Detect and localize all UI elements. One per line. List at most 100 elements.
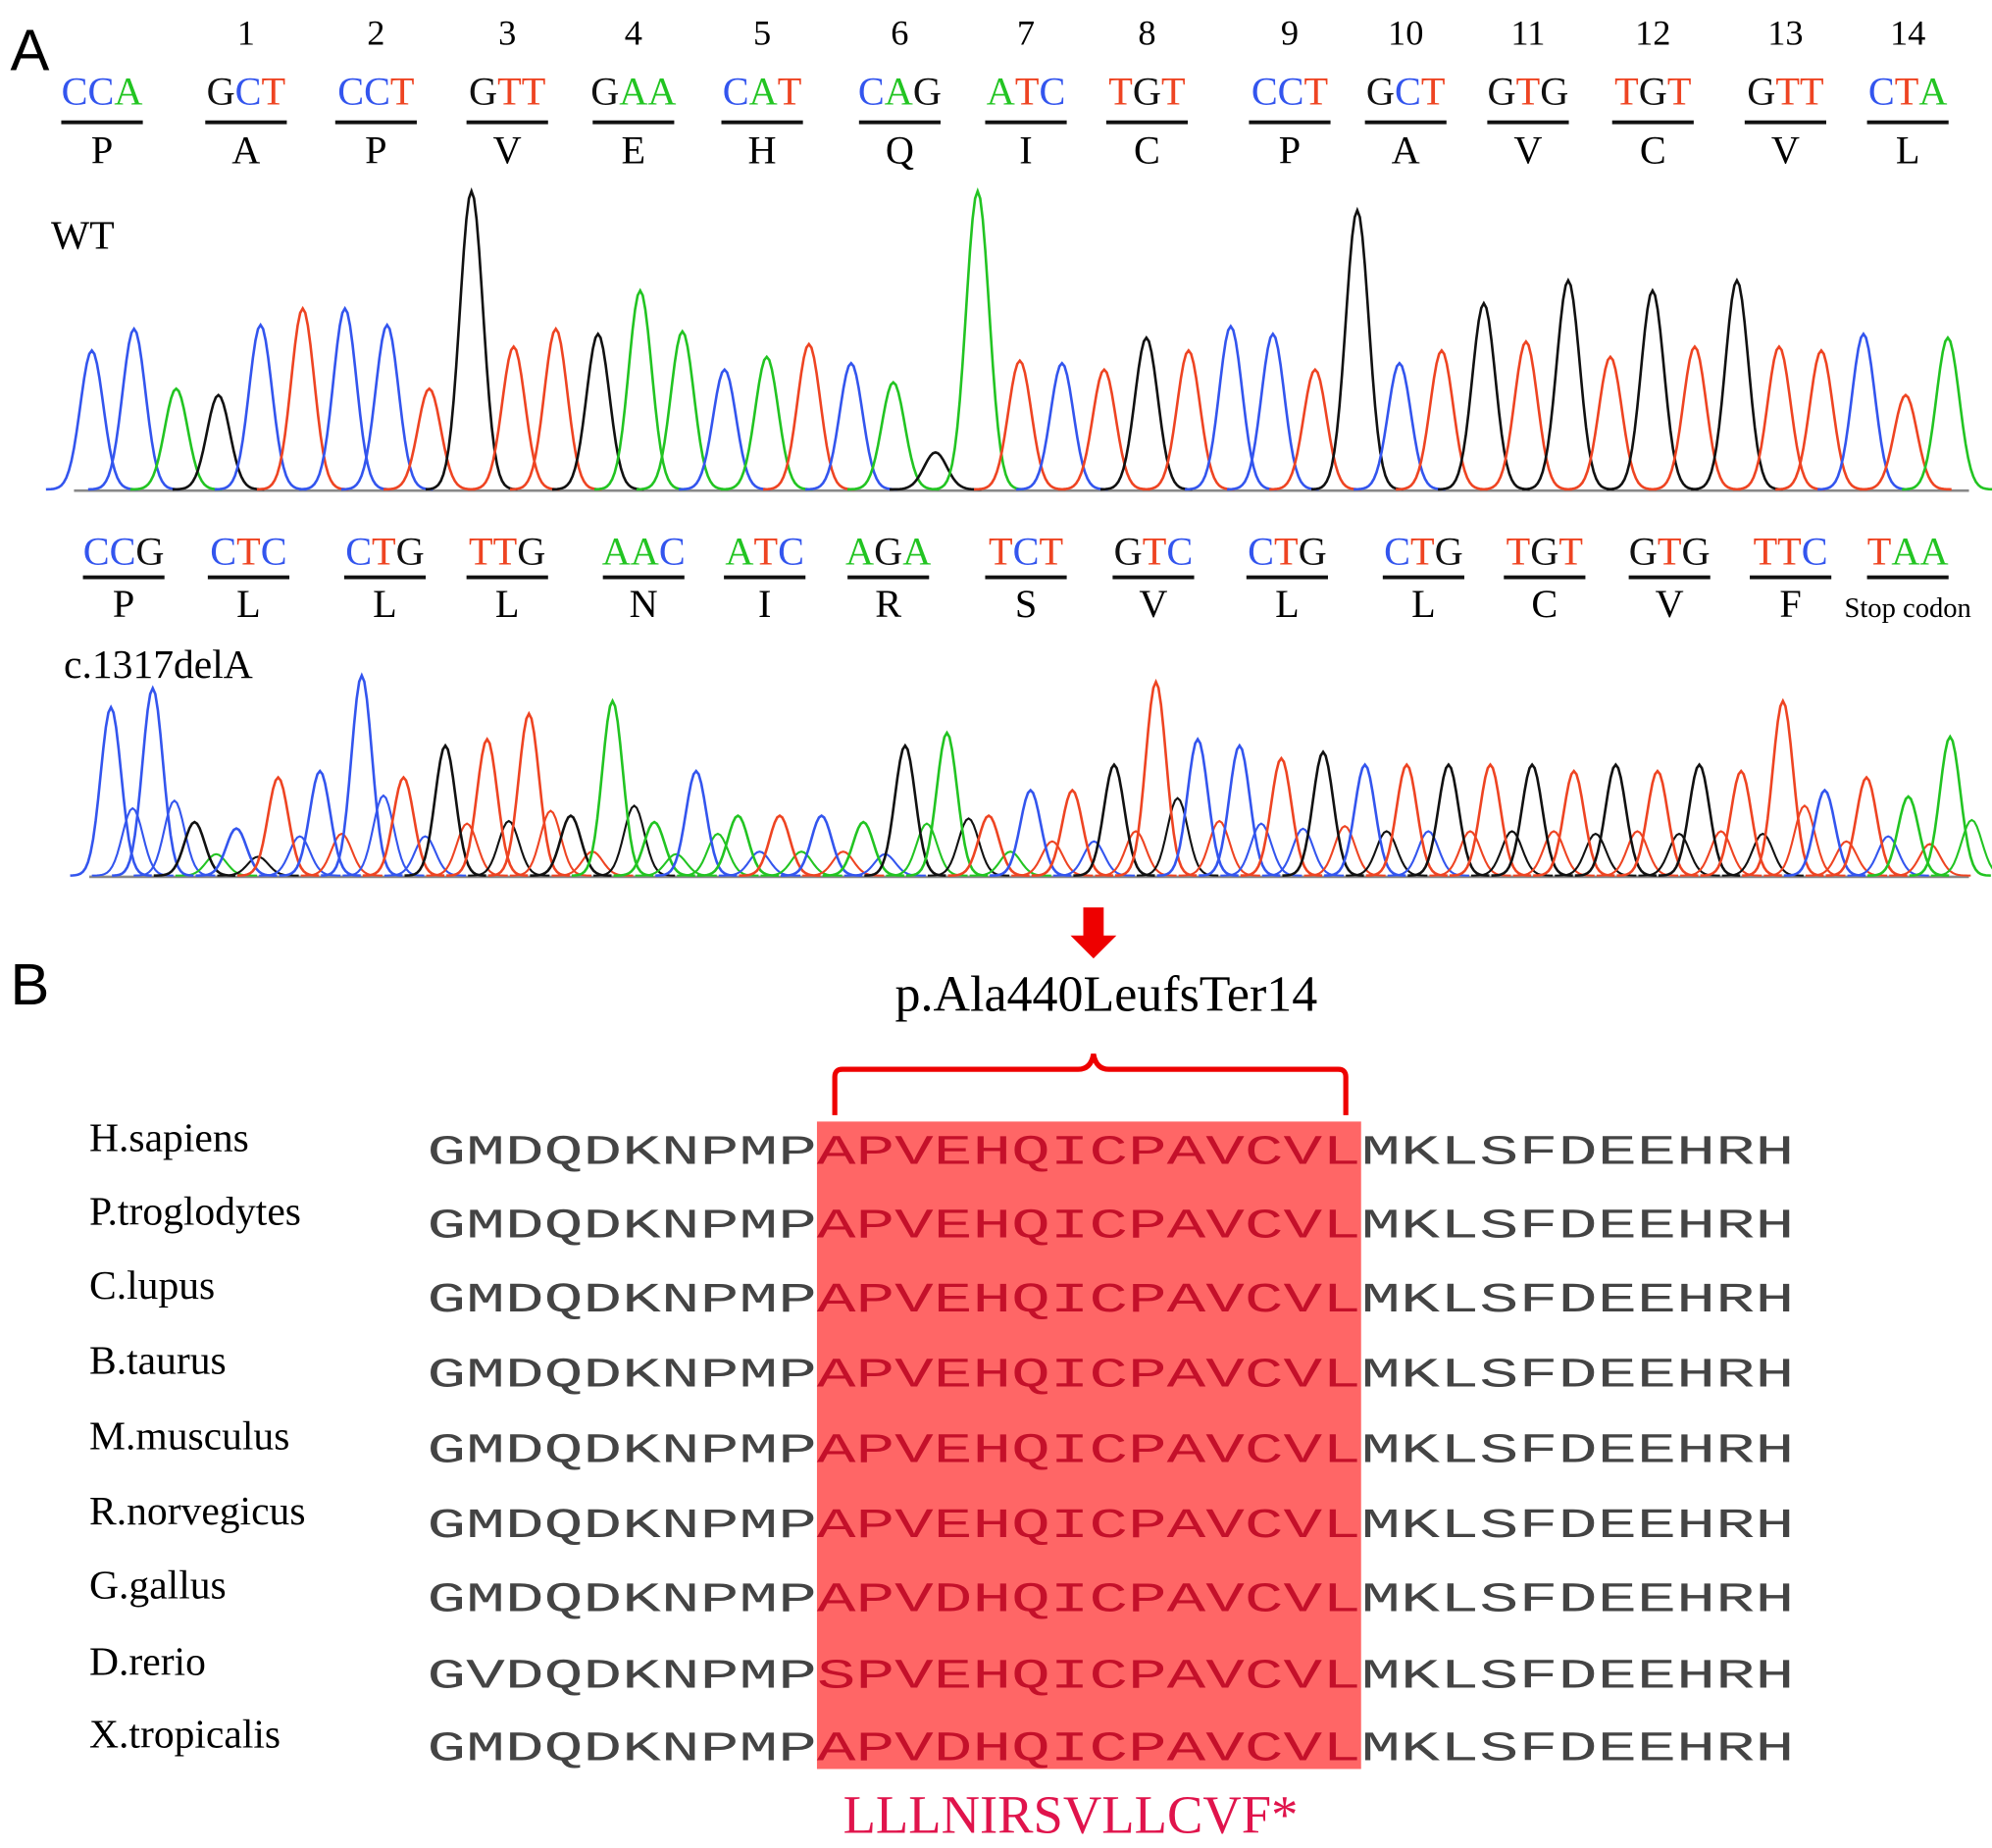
trace-peak	[530, 813, 612, 877]
trace-peak	[1860, 393, 1952, 491]
new-sequence: LLLNIRSVLLCVF*	[843, 1784, 1299, 1844]
codon-number: 12	[1635, 13, 1670, 52]
trace-peak	[1137, 796, 1219, 877]
sequence: MKLSFDEEHRH	[1361, 1502, 1795, 1550]
trace-peak	[467, 344, 560, 491]
codon-number: 1	[237, 13, 255, 52]
panel-label: B	[10, 951, 49, 1017]
amino-acid: N	[630, 582, 658, 626]
codon-number: 5	[753, 13, 771, 52]
trace-peak	[1783, 788, 1866, 877]
trace-peak	[973, 358, 1066, 491]
codon-number: 3	[498, 13, 516, 52]
amino-acid: P	[365, 128, 386, 172]
trace-peak	[781, 813, 863, 877]
sequence: APVEHQICPAVCVL	[817, 1276, 1361, 1324]
sequence: GMDQDKNPMP	[427, 1276, 817, 1324]
trace-peak	[1240, 755, 1323, 877]
trace-peak	[340, 322, 434, 491]
trace-peak	[1733, 344, 1825, 491]
trace-peak	[1269, 367, 1361, 491]
trace-peak	[593, 287, 687, 491]
trace-peak	[1522, 277, 1614, 491]
trace-peak	[1596, 830, 1679, 877]
trace-peak	[236, 775, 320, 877]
trace-peak	[446, 737, 529, 877]
species-name: D.rerio	[89, 1638, 206, 1683]
species-name: H.sapiens	[89, 1114, 249, 1159]
amino-acid: V	[1139, 582, 1167, 626]
trace-peak	[1311, 206, 1404, 491]
trace-peak	[1396, 348, 1488, 491]
codon: CTG	[1384, 530, 1463, 574]
sequence: GVDQDKNPMP	[427, 1652, 817, 1700]
trace-peak	[1365, 762, 1448, 877]
trace-peak	[696, 813, 779, 877]
species-name: G.gallus	[89, 1562, 227, 1607]
trace-peak	[1449, 762, 1532, 877]
trace-peak	[279, 769, 361, 877]
trace-peak	[1184, 324, 1277, 491]
trace-peak	[112, 685, 194, 877]
sequence: MKLSFDEEHRH	[1361, 1203, 1795, 1251]
trace-peak	[1825, 775, 1908, 877]
trace-peak	[1282, 749, 1364, 877]
trace-peak	[1909, 734, 1991, 877]
species-name: P.troglodytes	[89, 1189, 301, 1234]
trace-peak	[1564, 354, 1657, 491]
sequence: GMDQDKNPMP	[427, 1724, 817, 1772]
amino-acid: A	[1392, 128, 1420, 172]
codon: CTA	[1868, 70, 1948, 114]
trace-peak	[1691, 277, 1783, 491]
sequence: GMDQDKNPMP	[427, 1128, 817, 1176]
sequence: MKLSFDEEHRH	[1361, 1575, 1795, 1623]
trace-peak	[1199, 743, 1281, 877]
sequence: MKLSFDEEHRH	[1361, 1426, 1795, 1474]
trace-peak	[593, 804, 676, 877]
trace-peak	[1099, 335, 1193, 491]
codon-number: 2	[367, 13, 384, 52]
sequence: MKLSFDEEHRH	[1361, 1724, 1795, 1772]
trace-peak	[1700, 769, 1782, 877]
trace-peak	[905, 730, 989, 877]
trace-peak	[720, 354, 813, 491]
amino-acid: I	[1019, 128, 1032, 172]
trace-peak	[1763, 804, 1846, 877]
amino-acid: E	[622, 128, 646, 172]
trace-peak	[931, 186, 1024, 491]
sequence: GMDQDKNPMP	[427, 1203, 817, 1251]
trace-peak	[1156, 737, 1239, 877]
codon: TAA	[1867, 530, 1949, 574]
trace-peak	[886, 822, 968, 877]
trace-peak	[1512, 830, 1595, 877]
sequence: APVEHQICPAVCVL	[817, 1502, 1361, 1550]
amino-acid: P	[1279, 128, 1301, 172]
codon: GTT	[1747, 70, 1823, 114]
amino-acid: V	[493, 128, 522, 172]
codon-number: 10	[1388, 13, 1423, 52]
trace-peak	[1607, 287, 1699, 491]
sequence: GMDQDKNPMP	[427, 1575, 817, 1623]
species-name: R.norvegicus	[89, 1488, 305, 1533]
trace-peak	[571, 697, 654, 877]
trace-peak	[1429, 830, 1511, 877]
trace-peak	[927, 817, 1010, 877]
trace-peak	[739, 813, 821, 877]
trace-peak	[321, 672, 403, 877]
amino-acid: Stop codon	[1844, 593, 1970, 624]
sequence: GMDQDKNPMP	[427, 1502, 817, 1550]
sequence: APVEHQICPAVCVL	[817, 1352, 1361, 1400]
trace-peak	[87, 326, 180, 491]
sequence: MKLSFDEEHRH	[1361, 1128, 1795, 1176]
species-name: C.lupus	[89, 1262, 215, 1308]
trace-peak	[1902, 335, 1992, 491]
trace-peak	[195, 827, 278, 877]
trace-peak	[1354, 361, 1446, 491]
codon: GTG	[1629, 530, 1711, 574]
trace-peak	[890, 450, 982, 491]
trace-peak	[1742, 697, 1824, 877]
trace-peak	[1142, 348, 1235, 491]
codon: TGT	[1507, 530, 1583, 574]
codon-number: 4	[625, 13, 642, 52]
trace-peak	[175, 852, 258, 877]
